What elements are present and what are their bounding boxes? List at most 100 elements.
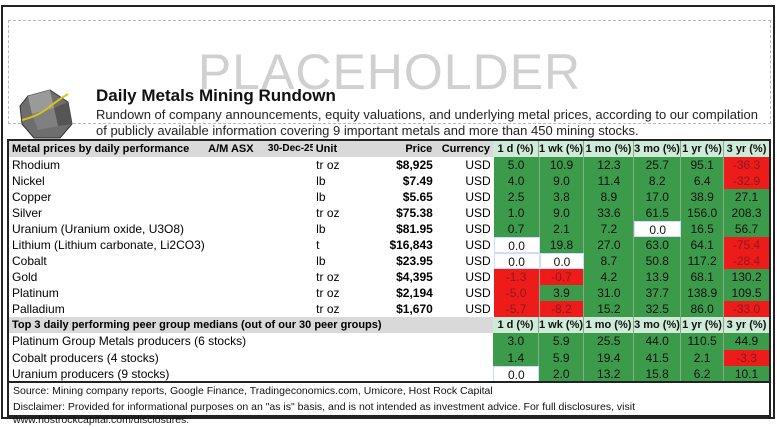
perf-cell: 2.1 bbox=[681, 349, 725, 366]
col-period: 3 yr (%) bbox=[724, 141, 770, 157]
perf-cell: -28.4 bbox=[724, 253, 769, 269]
metal-name: Gold bbox=[12, 270, 38, 284]
perf-cell: 2.5 bbox=[493, 189, 540, 205]
perf-cell: 110.5 bbox=[681, 333, 725, 350]
metal-currency: USD bbox=[465, 238, 491, 252]
perf-cell: 10.1 bbox=[724, 366, 769, 383]
metal-name: Platinum bbox=[12, 286, 59, 300]
perf-cell: 156.0 bbox=[681, 205, 725, 221]
perf-cell: 15.2 bbox=[584, 301, 635, 317]
perf-cell: 3.0 bbox=[493, 333, 540, 350]
metal-row: Silver tr oz $75.38 USD 1.0 9.0 33.6 61.5 156… bbox=[9, 205, 769, 221]
perf-cell: 5.9 bbox=[539, 349, 585, 366]
perf-cell: 2.1 bbox=[539, 221, 585, 237]
perf-cell: -5.7 bbox=[493, 301, 540, 317]
perf-cell: 208.3 bbox=[724, 205, 769, 221]
perf-cell: 95.1 bbox=[681, 157, 725, 173]
perf-cell: -1.3 bbox=[493, 269, 540, 285]
frame bbox=[1, 5, 775, 419]
metal-price: $7.49 bbox=[402, 174, 433, 188]
metal-row: Platinum tr oz $2,194 USD -5.0 3.9 31.0 37.7… bbox=[9, 285, 769, 301]
metal-row: Nickel lb $7.49 USD 4.0 9.0 11.4 8.2 6.4 -32.9 bbox=[9, 173, 769, 189]
perf-cell: -33.0 bbox=[724, 301, 769, 317]
col-period: 1 yr (%) bbox=[681, 141, 725, 157]
metal-row: Uranium (Uranium oxide, U3O8) lb $81.95 … bbox=[9, 221, 769, 237]
metal-price: $16,843 bbox=[389, 238, 433, 252]
perf-cell: 0.0 bbox=[493, 237, 540, 253]
perf-cell: 117.2 bbox=[681, 253, 725, 269]
metal-unit: lb bbox=[316, 222, 326, 236]
perf-cell: 44.9 bbox=[724, 333, 770, 350]
perf-cell: 17.0 bbox=[634, 189, 682, 205]
perf-cell: 32.5 bbox=[634, 301, 682, 317]
metal-unit: lb bbox=[316, 190, 326, 204]
perf-cell: 9.0 bbox=[539, 205, 585, 221]
perf-cell: 12.3 bbox=[584, 157, 635, 173]
metal-name: Uranium (Uranium oxide, U3O8) bbox=[12, 222, 185, 236]
perf-cell: -32.9 bbox=[724, 173, 769, 189]
perf-cell: 13.2 bbox=[584, 366, 635, 383]
perf-cell: 0.0 bbox=[539, 253, 585, 269]
metal-unit: tr oz bbox=[316, 286, 340, 300]
perf-cell: 56.7 bbox=[724, 221, 769, 237]
perf-cell: 33.6 bbox=[584, 205, 635, 221]
metal-row: Palladium tr oz $1,670 USD -5.7 -8.2 15.2 32… bbox=[9, 301, 769, 317]
metal-currency: USD bbox=[465, 174, 491, 188]
col-exchange: A/M ASX bbox=[208, 143, 254, 155]
metal-unit: tr oz bbox=[316, 270, 340, 284]
metal-currency: USD bbox=[465, 302, 491, 316]
perf-cell: 0.0 bbox=[493, 253, 540, 269]
col-period: 1 yr (%) bbox=[681, 317, 724, 333]
metal-currency: USD bbox=[465, 254, 491, 268]
perf-cell: 41.5 bbox=[634, 349, 682, 366]
perf-cell: 63.0 bbox=[634, 237, 682, 253]
rock-logo-icon bbox=[19, 89, 73, 139]
metal-unit: t bbox=[316, 238, 320, 252]
metal-row: Cobalt lb $23.95 USD 0.0 0.0 8.7 50.8 117.2 -2… bbox=[9, 253, 769, 269]
perf-cell: 4.2 bbox=[584, 269, 635, 285]
metal-currency: USD bbox=[465, 286, 491, 300]
metal-price: $5.65 bbox=[402, 190, 433, 204]
perf-cell: 9.0 bbox=[539, 173, 585, 189]
peer-name: Uranium producers (9 stocks) bbox=[12, 367, 170, 381]
metal-name: Silver bbox=[12, 206, 43, 220]
perf-cell: 19.4 bbox=[584, 349, 635, 366]
perf-cell: 0.7 bbox=[493, 221, 540, 237]
perf-cell: -3.3 bbox=[724, 349, 770, 366]
perf-cell: -36.3 bbox=[724, 157, 769, 173]
metal-price: $23.95 bbox=[396, 254, 433, 268]
perf-cell: 8.9 bbox=[584, 189, 635, 205]
col-price: Price bbox=[405, 143, 433, 155]
perf-cell: 38.9 bbox=[681, 189, 725, 205]
perf-cell: 6.2 bbox=[681, 366, 725, 383]
col-period: 1 d (%) bbox=[493, 141, 540, 157]
col-period: 3 mo (%) bbox=[634, 141, 682, 157]
perf-cell: 19.8 bbox=[539, 237, 585, 253]
metal-name: Copper bbox=[12, 190, 52, 204]
metal-price: $75.38 bbox=[396, 206, 433, 220]
metal-currency: USD bbox=[465, 222, 491, 236]
source-note: Source: Mining company reports, Google F… bbox=[13, 385, 493, 397]
perf-cell: 13.9 bbox=[634, 269, 682, 285]
col-period: 1 mo (%) bbox=[584, 141, 635, 157]
col-period: 1 d (%) bbox=[493, 317, 539, 333]
metal-unit: tr oz bbox=[316, 158, 340, 172]
col-unit: Unit bbox=[315, 143, 338, 155]
metal-row: Lithium (Lithium carbonate, Li2CO3) t $1… bbox=[9, 237, 769, 253]
metal-name: Cobalt bbox=[12, 254, 47, 268]
perf-cell: 1.0 bbox=[493, 205, 540, 221]
perf-cell: 5.0 bbox=[493, 157, 540, 173]
metal-row: Gold tr oz $4,395 USD -1.3 -0.7 4.2 13.9 68.1… bbox=[9, 269, 769, 285]
metal-price: $1,670 bbox=[396, 302, 433, 316]
col-period: 1 mo (%) bbox=[584, 317, 634, 333]
metals-header-row: Metal prices by daily performance A/M AS… bbox=[9, 141, 770, 157]
col-period: 3 mo (%) bbox=[634, 317, 681, 333]
perf-cell: -0.7 bbox=[539, 269, 585, 285]
perf-cell: 130.2 bbox=[724, 269, 769, 285]
page-description: Rundown of company announcements, equity… bbox=[96, 107, 758, 138]
perf-cell: 0.0 bbox=[634, 221, 682, 237]
col-currency: Currency bbox=[441, 143, 491, 155]
metal-currency: USD bbox=[465, 206, 491, 220]
perf-cell: 5.9 bbox=[539, 333, 585, 350]
peer-name: Platinum Group Metals producers (6 stock… bbox=[12, 334, 247, 348]
